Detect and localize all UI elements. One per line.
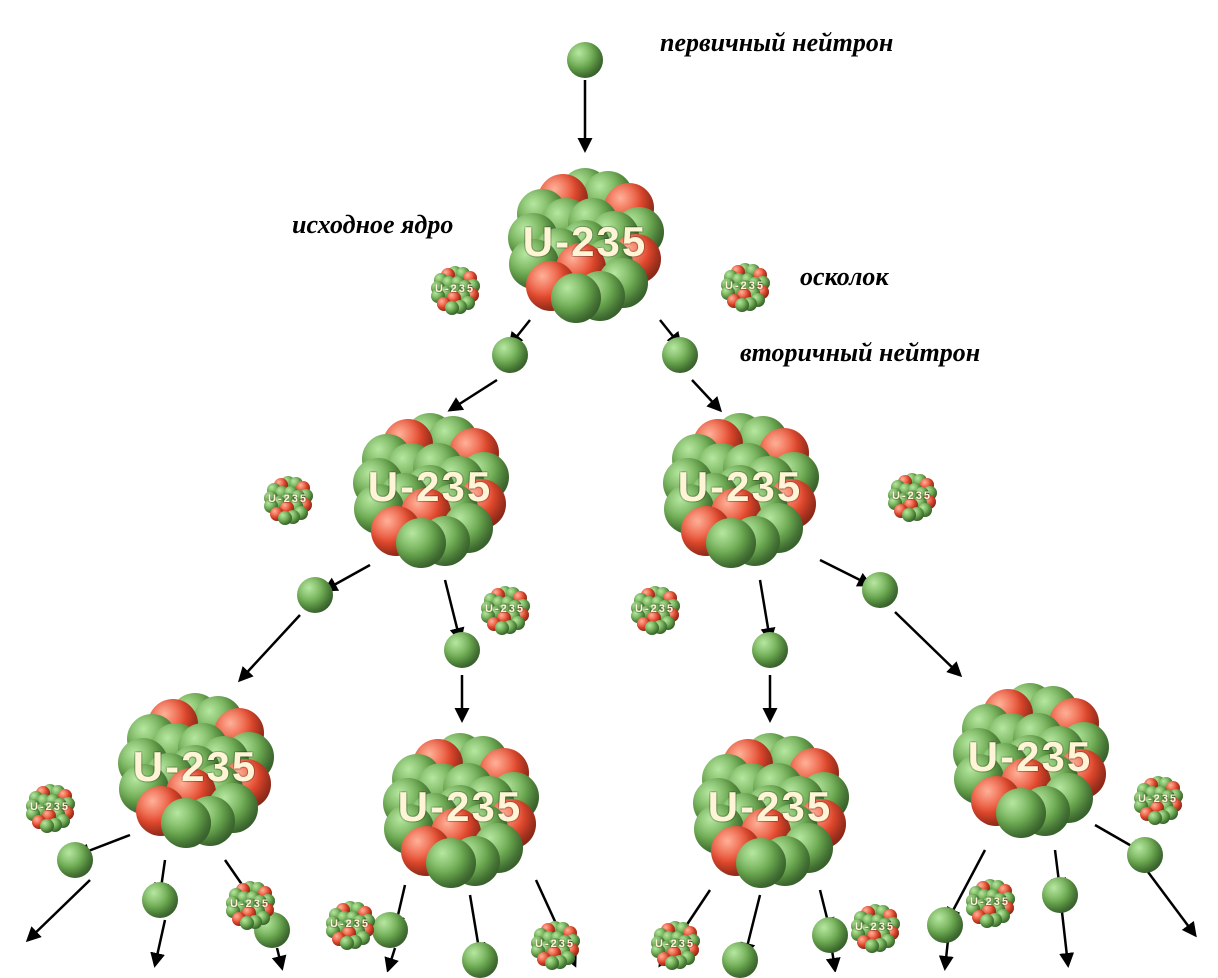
arrow <box>832 950 835 970</box>
label-initial-nucleus: исходное ядро <box>292 210 453 240</box>
neutron <box>462 942 498 978</box>
arrow <box>1062 912 1068 965</box>
arrow <box>28 880 90 940</box>
label-fragment: осколок <box>800 262 889 292</box>
fission-fragment: U-235 <box>958 871 1022 935</box>
neutron <box>142 882 178 918</box>
fission-fragment: U-235 <box>473 578 537 642</box>
fission-fragment: U-235 <box>713 255 777 319</box>
fission-fragment: U-235 <box>1126 768 1190 832</box>
u235-nucleus: U-235 <box>640 390 840 590</box>
neutron <box>722 942 758 978</box>
fission-fragment: U-235 <box>18 776 82 840</box>
u235-nucleus: U-235 <box>485 145 685 345</box>
u235-nucleus: U-235 <box>360 710 560 910</box>
arrow <box>277 948 282 968</box>
label-primary-neutron: первичный нейтрон <box>660 28 893 58</box>
neutron <box>1127 837 1163 873</box>
u235-nucleus: U-235 <box>930 660 1130 860</box>
u235-nucleus: U-235 <box>670 710 870 910</box>
label-secondary-neutron: вторичный нейтрон <box>740 338 980 368</box>
fission-diagram: U-235U-235U-235U-235U-235U-235U-235U-235… <box>0 0 1218 972</box>
arrow <box>945 940 948 968</box>
neutron <box>1042 877 1078 913</box>
fission-fragment: U-235 <box>423 258 487 322</box>
neutron <box>57 842 93 878</box>
arrow <box>155 920 165 965</box>
fission-fragment: U-235 <box>256 468 320 532</box>
neutron <box>752 632 788 668</box>
arrow <box>388 948 395 970</box>
neutron <box>297 577 333 613</box>
neutron <box>567 42 603 78</box>
u235-nucleus: U-235 <box>95 670 295 870</box>
fission-fragment: U-235 <box>218 873 282 937</box>
u235-nucleus: U-235 <box>330 390 530 590</box>
neutron <box>862 572 898 608</box>
fission-fragment: U-235 <box>318 893 382 957</box>
fission-fragment: U-235 <box>843 896 907 960</box>
fission-fragment: U-235 <box>880 465 944 529</box>
fission-fragment: U-235 <box>523 913 587 977</box>
arrow <box>1148 872 1195 935</box>
fission-fragment: U-235 <box>643 913 707 977</box>
fission-fragment: U-235 <box>623 578 687 642</box>
